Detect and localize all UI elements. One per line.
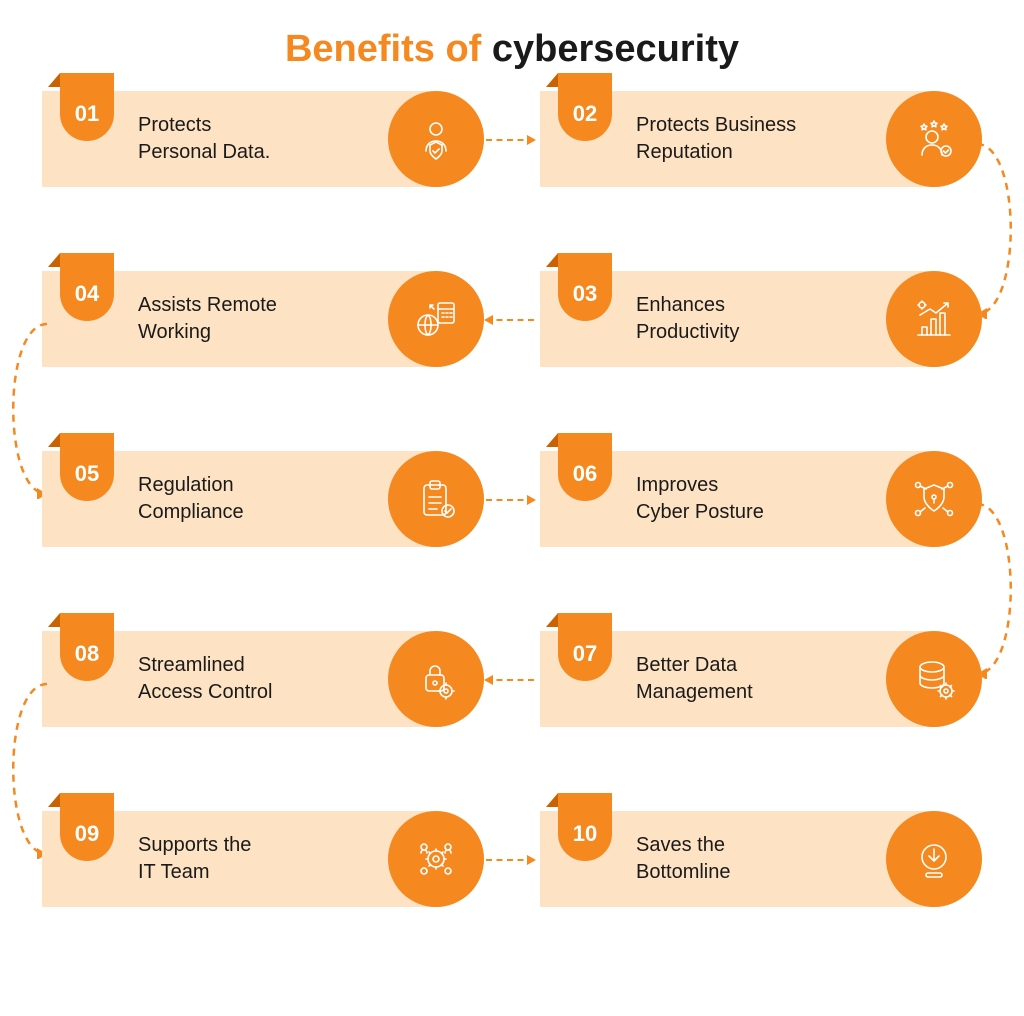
number-tab: 04: [60, 253, 114, 321]
shield-network-icon: [886, 451, 982, 547]
person-stars-icon: [886, 91, 982, 187]
number-tab: 09: [60, 793, 114, 861]
benefit-card: 07Better DataManagement: [540, 631, 982, 727]
benefit-card: 10Saves theBottomline: [540, 811, 982, 907]
bar-growth-icon: [886, 271, 982, 367]
benefit-row: 01ProtectsPersonal Data. 02Protects Busin…: [42, 91, 982, 187]
benefit-label: EnhancesProductivity: [636, 292, 739, 346]
benefit-card: 05RegulationCompliance: [42, 451, 484, 547]
benefit-card: 08StreamlinedAccess Control: [42, 631, 484, 727]
benefit-card: 02Protects BusinessReputation: [540, 91, 982, 187]
connector-arrow-icon: [486, 499, 534, 501]
benefit-row: 08StreamlinedAccess Control 07Better Data…: [42, 631, 982, 727]
benefit-label: Supports theIT Team: [138, 832, 251, 886]
number-tab: 10: [558, 793, 612, 861]
connector-arrow-icon: [486, 139, 534, 141]
benefit-card: 09Supports theIT Team: [42, 811, 484, 907]
download-save-icon: [886, 811, 982, 907]
benefit-label: StreamlinedAccess Control: [138, 652, 273, 706]
connector-arrow-icon: [486, 679, 534, 681]
benefit-card: 01ProtectsPersonal Data.: [42, 91, 484, 187]
globe-devices-icon: [388, 271, 484, 367]
benefit-row: 04Assists RemoteWorking 03EnhancesProduct…: [42, 271, 982, 367]
title-dark: cybersecurity: [492, 28, 739, 70]
team-gear-icon: [388, 811, 484, 907]
benefit-label: RegulationCompliance: [138, 472, 244, 526]
benefit-label: Protects BusinessReputation: [636, 112, 796, 166]
number-tab: 08: [60, 613, 114, 681]
person-shield-icon: [388, 91, 484, 187]
number-tab: 03: [558, 253, 612, 321]
benefits-grid: 01ProtectsPersonal Data. 02Protects Busin…: [42, 91, 982, 907]
number-tab: 06: [558, 433, 612, 501]
benefit-label: ImprovesCyber Posture: [636, 472, 764, 526]
benefit-row: 09Supports theIT Team 10Saves theBottomli…: [42, 811, 982, 907]
benefit-label: Assists RemoteWorking: [138, 292, 277, 346]
clipboard-check-icon: [388, 451, 484, 547]
benefit-card: 03EnhancesProductivity: [540, 271, 982, 367]
connector-arrow-icon: [486, 859, 534, 861]
number-tab: 02: [558, 73, 612, 141]
benefit-row: 05RegulationCompliance 06ImprovesCyber Po…: [42, 451, 982, 547]
benefit-label: Saves theBottomline: [636, 832, 731, 886]
number-tab: 05: [60, 433, 114, 501]
benefit-label: Better DataManagement: [636, 652, 753, 706]
page-title: Benefits of cybersecurity: [0, 0, 1024, 91]
benefit-card: 04Assists RemoteWorking: [42, 271, 484, 367]
lock-gear-icon: [388, 631, 484, 727]
number-tab: 07: [558, 613, 612, 681]
benefit-label: ProtectsPersonal Data.: [138, 112, 270, 166]
database-gear-icon: [886, 631, 982, 727]
benefit-card: 06ImprovesCyber Posture: [540, 451, 982, 547]
connector-arrow-icon: [486, 319, 534, 321]
number-tab: 01: [60, 73, 114, 141]
title-accent: Benefits of: [285, 28, 492, 70]
